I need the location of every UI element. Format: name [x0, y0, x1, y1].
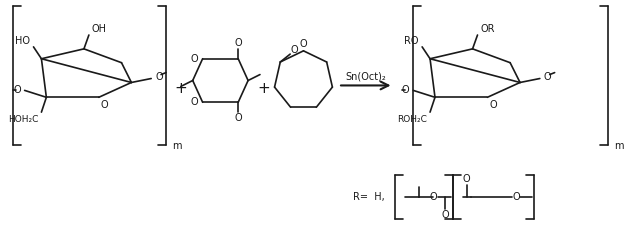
- Text: O: O: [290, 45, 298, 55]
- Text: m: m: [614, 141, 623, 151]
- Text: O: O: [235, 38, 242, 48]
- Text: O: O: [512, 192, 520, 202]
- Text: +: +: [257, 81, 270, 96]
- Text: O: O: [300, 39, 307, 49]
- Text: O: O: [190, 54, 198, 64]
- Text: O: O: [402, 86, 410, 96]
- Text: HO: HO: [15, 36, 30, 46]
- Text: OH: OH: [92, 24, 107, 34]
- Text: O: O: [489, 100, 497, 110]
- Text: O: O: [190, 97, 198, 107]
- Text: HOH₂C: HOH₂C: [8, 114, 39, 124]
- Text: ROH₂C: ROH₂C: [398, 114, 427, 124]
- Text: R=  H,: R= H,: [353, 192, 385, 202]
- Text: O: O: [13, 86, 21, 96]
- Text: m: m: [172, 141, 181, 151]
- Text: O: O: [429, 192, 437, 202]
- Text: Sn(Oct)₂: Sn(Oct)₂: [346, 72, 386, 82]
- Text: RO: RO: [404, 36, 418, 46]
- Text: +: +: [174, 81, 187, 96]
- Text: O: O: [101, 100, 108, 110]
- Text: O: O: [155, 72, 163, 82]
- Text: O: O: [235, 113, 242, 123]
- Text: O: O: [544, 72, 552, 82]
- Text: O: O: [441, 210, 449, 220]
- Text: O: O: [463, 174, 470, 184]
- Text: OR: OR: [481, 24, 495, 34]
